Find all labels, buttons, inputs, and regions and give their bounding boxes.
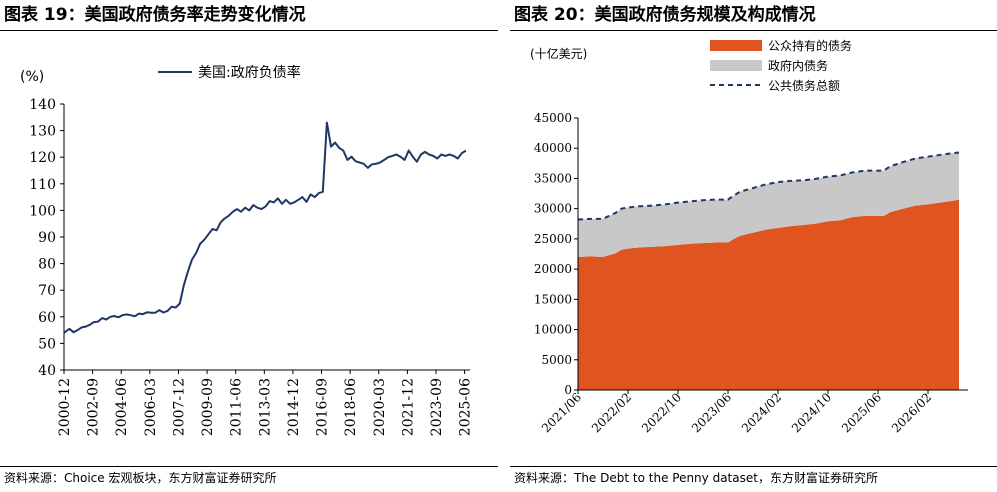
left-legend-label: 美国:政府负债率 [198,64,301,81]
right-legend-swatch-intragov [710,60,762,71]
right-y-tick-label: 5000 [541,353,572,367]
left-line-chart: (%) 美国:政府负债率 40 50 60 70 80 90 100 110 120 130 140 20… [20,64,474,436]
right-title-rule [510,30,997,31]
left-x-tick-label: 2023-09 [429,378,445,436]
left-x-tick-label: 2013-03 [257,378,273,436]
right-y-tick-label: 30000 [534,202,572,216]
left-y-tick-label: 130 [29,124,56,140]
right-legend-label-total: 公共债务总额 [768,78,840,93]
left-x-tick-label: 2009-09 [200,378,216,436]
left-y-tick-label: 50 [38,336,56,352]
right-y-tick-label: 40000 [534,141,572,155]
right-source-note: 资料来源：The Debt to the Penny dataset，东方财富证… [514,471,878,485]
left-x-tick-label: 2002-09 [86,378,102,436]
left-y-tick-label: 100 [29,203,56,219]
left-y-tick-label: 90 [38,230,56,246]
right-x-tick-label: 2021/06 [539,390,584,435]
left-x-tick-label: 2025-06 [458,378,474,436]
left-figure-title: 图表 19：美国政府债务率走势变化情况 [4,5,306,25]
right-area-intragov-debt [578,152,959,257]
left-x-tick-label: 2007-12 [171,378,187,436]
left-x-tick-label: 2014-12 [286,378,302,436]
left-x-tick-label: 2006-03 [143,378,159,436]
right-x-tick-label: 2025/06 [839,390,884,435]
left-y-tick-label: 110 [29,177,56,193]
left-chart-panel: 图表 19：美国政府债务率走势变化情况 (%) 美国:政府负债率 40 50 60 70 8… [0,0,498,492]
left-y-tick-label: 120 [29,150,56,166]
left-x-tick-label: 2004-06 [114,378,130,436]
left-x-tick-label: 2011-06 [229,378,245,436]
right-x-tick-label: 2024/10 [789,390,834,435]
left-source-rule [0,466,498,467]
right-y-tick-label: 10000 [534,323,572,337]
left-y-tick-label: 70 [38,283,56,299]
right-legend-label-intragov: 政府内债务 [768,58,828,73]
right-x-tick-label: 2022/10 [639,390,684,435]
right-legend-label-public: 公众持有的债务 [768,38,852,53]
left-y-tick-label: 40 [38,363,56,379]
right-legend-swatch-public [710,40,762,51]
left-x-tick-label: 2016-09 [315,378,331,436]
left-source-note: 资料来源：Choice 宏观板块，东方财富证券研究所 [4,471,277,485]
left-y-tick-label: 80 [38,257,56,273]
right-area-public-debt [578,199,959,390]
right-y-tick-label: 45000 [534,111,572,125]
left-series-line [63,121,467,334]
right-y-tick-label: 0 [564,383,572,397]
right-x-tick-label: 2022/02 [589,390,634,435]
left-x-tick-label: 2020-03 [372,378,388,436]
right-chart-panel: 图表 20：美国政府债务规模及构成情况 (十亿美元) 公众持有的债务 政府内债务公共… [510,0,997,492]
left-x-tick-label: 2018-06 [343,378,359,436]
left-title-rule [0,30,498,31]
left-y-tick-label: 60 [38,310,56,326]
right-total-debt-line [577,151,960,221]
right-x-tick-label: 2026/02 [889,390,934,435]
left-x-tick-label: 2021-12 [400,378,416,436]
right-x-tick-label: 2023/06 [689,390,734,435]
left-y-tick-label: 140 [29,97,56,113]
right-x-tick-label: 2024/02 [739,390,784,435]
right-y-tick-label: 15000 [534,292,572,306]
right-y-tick-label: 20000 [534,262,572,276]
right-source-rule [510,466,997,467]
left-unit-label: (%) [20,69,44,85]
right-figure-title: 图表 20：美国政府债务规模及构成情况 [514,5,816,25]
left-x-tick-label: 2000-12 [57,378,73,436]
right-unit-label: (十亿美元) [530,46,587,61]
right-y-tick-label: 25000 [534,232,572,246]
right-y-tick-label: 35000 [534,171,572,185]
